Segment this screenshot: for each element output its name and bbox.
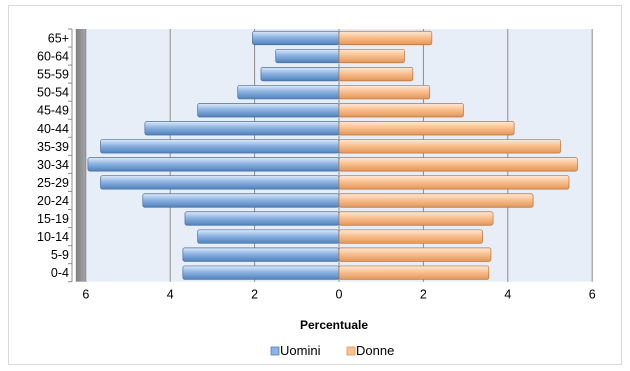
bar-donne-65+ <box>338 30 433 46</box>
bar-uomini-40-44 <box>144 121 340 136</box>
bar-donne-20-24 <box>338 193 534 208</box>
bar-donne-25-29 <box>338 175 570 190</box>
x-tick-label: 6 <box>82 288 89 302</box>
bar-uomini-50-54 <box>237 85 340 100</box>
y-tick-label: 0-4 <box>51 266 69 280</box>
y-tick-label: 45-49 <box>37 104 69 118</box>
bar-uomini-5-9 <box>182 247 340 262</box>
bar-uomini-30-34 <box>87 157 340 172</box>
bar-uomini-45-49 <box>197 103 340 118</box>
y-tick-label: 25-29 <box>37 176 69 190</box>
bar-uomini-0-4 <box>182 265 340 280</box>
y-tick-label: 65+ <box>48 32 69 46</box>
bar-uomini-25-29 <box>100 175 340 190</box>
y-tick-label: 60-64 <box>37 50 69 64</box>
y-tick-label: 50-54 <box>37 86 69 100</box>
bar-uomini-35-39 <box>100 139 340 154</box>
bar-donne-60-64 <box>338 48 405 64</box>
x-tick-label: 2 <box>420 288 427 302</box>
bar-donne-0-4 <box>338 265 490 280</box>
x-axis-title: Percentuale <box>300 318 368 332</box>
y-tick-label: 55-59 <box>37 68 69 82</box>
bar-donne-30-34 <box>338 157 578 172</box>
bar-uomini-55-59 <box>260 67 340 82</box>
x-tick-label: 6 <box>589 288 596 302</box>
bar-donne-15-19 <box>338 211 494 226</box>
y-tick-label: 5-9 <box>51 248 69 262</box>
x-tick-label: 4 <box>167 288 174 302</box>
legend-swatch-donne <box>346 346 356 356</box>
legend-swatch-uomini <box>270 346 280 356</box>
population-pyramid-chart: 0-4 5-9 10-14 15-19 20-24 25-29 30-34 35-39 40-4… <box>37 28 596 358</box>
bar-donne-40-44 <box>338 121 515 136</box>
legend-label-donne: Donne <box>356 343 394 358</box>
bar-uomini-15-19 <box>184 211 340 226</box>
x-tick-label: 2 <box>251 288 258 302</box>
bar-donne-35-39 <box>338 139 561 154</box>
x-tick-label: 0 <box>336 288 343 302</box>
bar-uomini-60-64 <box>275 48 340 64</box>
bar-uomini-65+ <box>252 30 340 46</box>
legend: Uomini Donne <box>270 343 394 358</box>
y-tick-label: 40-44 <box>37 122 69 136</box>
bar-donne-55-59 <box>338 67 414 82</box>
bar-uomini-20-24 <box>142 193 340 208</box>
y-tick-label: 35-39 <box>37 140 69 154</box>
bar-donne-50-54 <box>338 85 431 100</box>
y-tick-label: 10-14 <box>37 230 69 244</box>
bar-uomini-10-14 <box>197 229 340 244</box>
bar-donne-45-49 <box>338 103 464 118</box>
x-tick-label: 4 <box>504 288 511 302</box>
y-tick-label: 20-24 <box>37 194 69 208</box>
bar-donne-10-14 <box>338 229 483 244</box>
y-tick-label: 30-34 <box>37 158 69 172</box>
legend-label-uomini: Uomini <box>280 343 321 358</box>
y-tick-label: 15-19 <box>37 212 69 226</box>
chart-frame: 0-4 5-9 10-14 15-19 20-24 25-29 30-34 35-39 40-4… <box>8 5 622 365</box>
bar-donne-5-9 <box>338 247 492 262</box>
plot-side-wall <box>75 29 86 282</box>
